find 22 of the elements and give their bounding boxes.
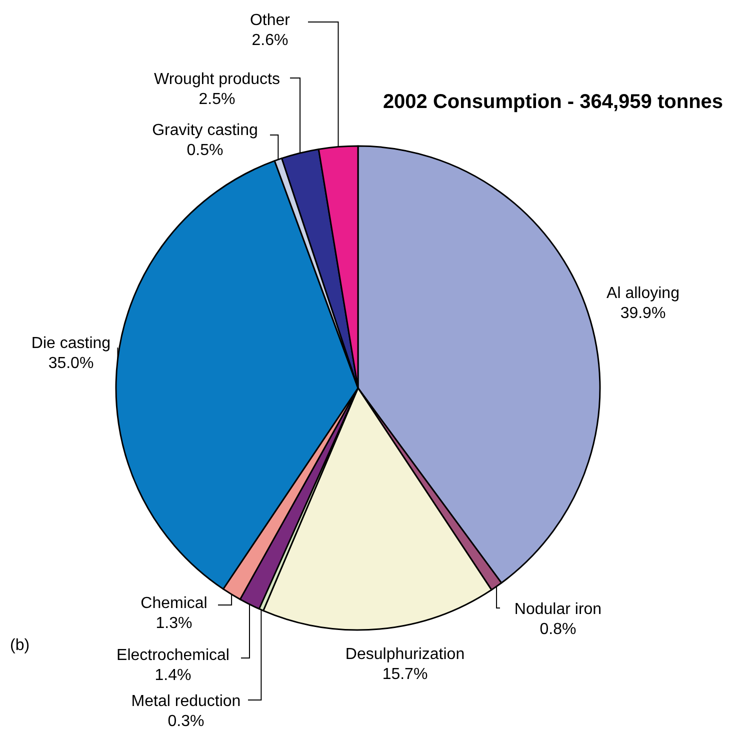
slice-label: Other bbox=[250, 12, 291, 29]
data-label: 0.8% bbox=[540, 621, 576, 638]
data-label: 15.7% bbox=[382, 666, 428, 683]
data-label: 1.3% bbox=[156, 615, 192, 632]
data-label: 2.6% bbox=[252, 32, 288, 49]
data-label: 1.4% bbox=[154, 667, 192, 684]
slice-label: Metal reduction bbox=[131, 693, 241, 710]
text: 2002 Consumption - 364,959 tonnes bbox=[382, 91, 724, 113]
data-label: 35.0% bbox=[48, 355, 94, 372]
data-label: 0.5% bbox=[186, 142, 224, 159]
data-label: 0.3% bbox=[168, 713, 204, 730]
slice-label: Die casting bbox=[31, 335, 111, 352]
slice-label: Wrought products bbox=[154, 71, 280, 88]
slice-label: Al alloying bbox=[606, 285, 680, 302]
data-label: 39.9% bbox=[620, 305, 666, 322]
slice-label: Chemical bbox=[140, 595, 208, 612]
slice-label: Nodular iron bbox=[514, 601, 602, 618]
slice-label: Gravity casting bbox=[152, 122, 258, 139]
data-label: 2.5% bbox=[198, 91, 236, 108]
slice-label: Desulphurization bbox=[345, 646, 465, 663]
text: (b) bbox=[10, 637, 30, 654]
slice-label: Electrochemical bbox=[116, 647, 230, 664]
